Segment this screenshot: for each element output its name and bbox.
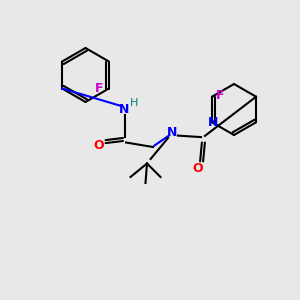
Text: N: N [119, 103, 129, 116]
Text: N: N [208, 116, 219, 129]
Text: N: N [167, 125, 178, 139]
Text: H: H [130, 98, 138, 109]
Text: F: F [216, 89, 225, 102]
Text: O: O [94, 139, 104, 152]
Text: F: F [95, 82, 103, 95]
Text: O: O [193, 161, 203, 175]
